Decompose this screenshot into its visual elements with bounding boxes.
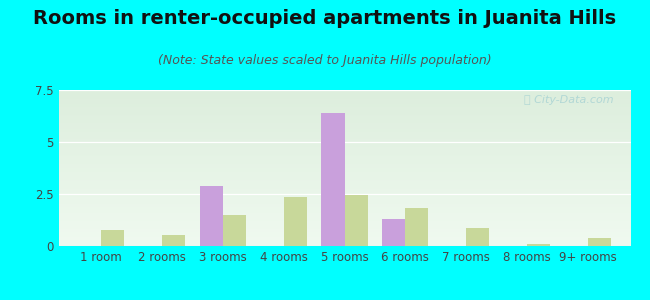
- Bar: [101, 230, 124, 246]
- Bar: [406, 208, 428, 246]
- Bar: [321, 113, 345, 246]
- Bar: [344, 195, 368, 246]
- Text: (Note: State values scaled to Juanita Hills population): (Note: State values scaled to Juanita Hi…: [158, 54, 492, 67]
- Bar: [223, 215, 246, 246]
- Text: Rooms in renter-occupied apartments in Juanita Hills: Rooms in renter-occupied apartments in J…: [33, 9, 617, 28]
- Bar: [200, 186, 223, 246]
- Bar: [527, 244, 550, 246]
- Bar: [162, 235, 185, 246]
- Bar: [466, 228, 489, 246]
- Text: ⓘ City-Data.com: ⓘ City-Data.com: [524, 95, 614, 105]
- Bar: [382, 219, 406, 246]
- Bar: [588, 238, 611, 246]
- Bar: [283, 197, 307, 246]
